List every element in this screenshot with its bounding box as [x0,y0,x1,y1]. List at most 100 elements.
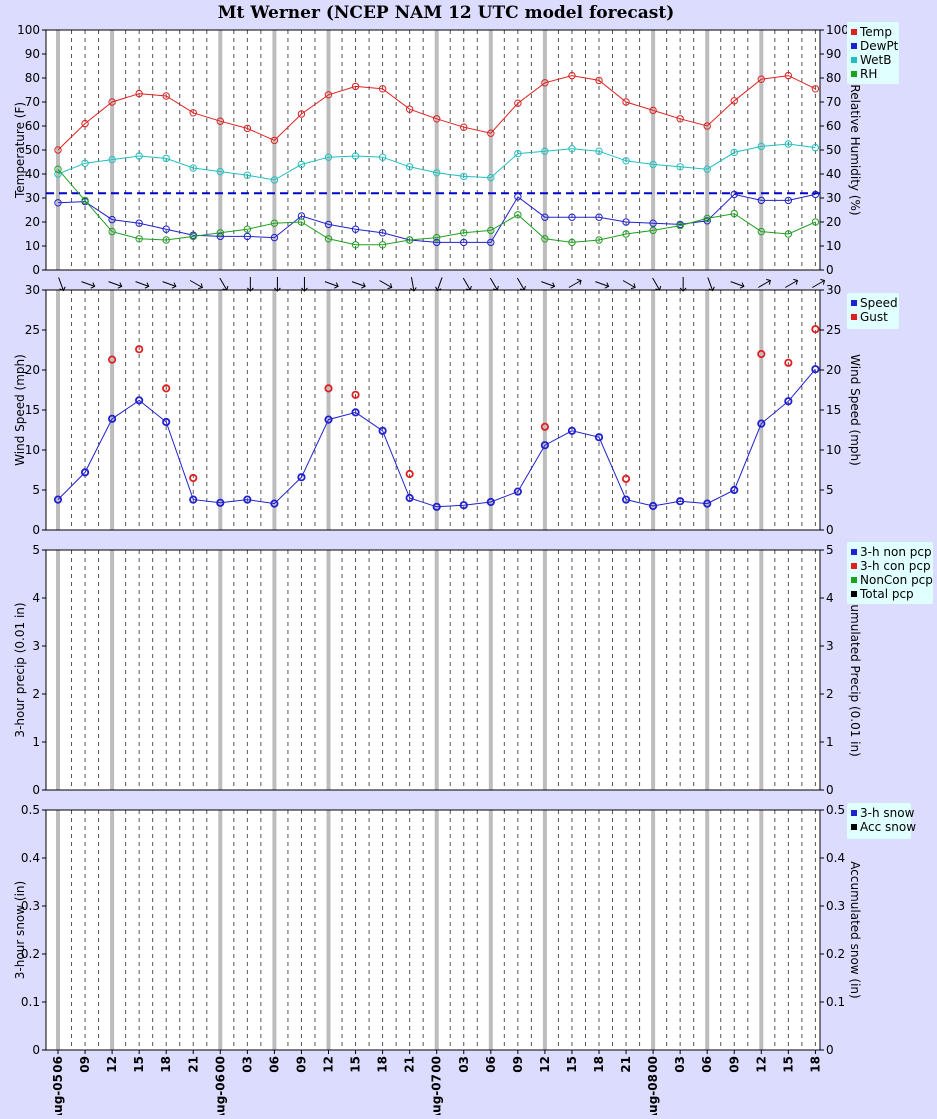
wind-arrow-shaft [58,277,64,291]
wind-arrow-shaft [324,281,339,287]
wind-arrow-shaft [730,281,744,287]
data-point-temp [433,115,441,123]
y-tick-label: 25 [25,323,40,337]
chart-title: Mt Werner (NCEP NAM 12 UTC model forecas… [218,3,675,23]
data-point-speed [648,501,658,511]
legend-box [847,293,899,329]
data-point-dewpt [703,217,711,225]
data-point-gust [784,358,793,367]
data-point-dewpt [243,232,252,241]
data-point-wetb [378,153,387,161]
y2-tick-label: 0.4 [826,851,845,865]
data-point-wetb [595,147,603,155]
data-point-wetb [460,172,468,181]
y2-tick-label: 30 [826,191,841,205]
wind-arrow-head [493,285,499,291]
data-point-wetb [189,164,197,172]
y-tick-label: 5 [32,483,40,497]
wind-arrow-shaft [436,277,443,291]
wind-arrow-head [708,286,715,292]
data-point-speed [540,441,550,450]
plot-area [46,550,820,790]
wind-arrow [324,281,339,289]
data-point-dewpt [541,213,549,221]
data-point-rh [270,219,279,227]
data-point-temp [351,82,360,91]
wind-arrow-shaft [462,277,471,291]
y2-tick-label: 3 [826,639,834,653]
legend-label: 3-h non pcp [860,545,932,559]
wind-arrow-head [59,286,66,292]
y-tick-label: 60 [25,119,40,133]
data-point-rh [622,230,630,238]
data-point-dewpt [378,229,387,237]
data-point-wetb [568,145,576,153]
data-point-temp [243,124,252,133]
legend-label: Speed [860,296,898,310]
x-date-label: Aug-08 [646,1074,660,1115]
data-point-dewpt [54,199,62,207]
data-point-rh [162,236,170,244]
data-point-dewpt [108,215,116,224]
wind-arrow-shaft [516,277,525,291]
data-point-temp [135,89,143,98]
y2-axis-label: Accumulated snow (in) [848,861,862,998]
wind-arrow-head [198,283,203,290]
data-point-rh [297,218,306,226]
wind-arrow [351,281,366,289]
x-tick-label: 15 [781,1056,795,1073]
x-tick-label: 03 [673,1056,687,1073]
data-point-speed [135,396,144,405]
data-point-temp [460,123,468,131]
x-tick-label: 15 [132,1056,146,1073]
wind-arrow-head [117,282,123,289]
data-point-gust [405,469,414,479]
legend-box [847,22,899,84]
wind-arrow-shaft [541,281,555,287]
y-tick-label: 2 [32,687,40,701]
data-point-wetb [405,163,414,171]
y-tick-label: 40 [25,167,40,181]
legend-swatch [851,300,857,306]
data-point-speed [216,498,225,507]
y-tick-label: 0.4 [21,851,40,865]
x-axis: 06 09 12 15 18 21 00 03 06 09 12 15 18 21 00 03 06 09 12 15… [51,1050,822,1119]
data-point-dewpt [757,196,765,205]
legend-swatch [851,810,857,816]
y2-tick-label: 0.5 [826,803,845,817]
wind-arrow-shaft [812,280,825,288]
y2-tick-label: 0 [826,1043,834,1057]
data-point-rh [460,229,468,237]
wind-arrow [730,281,745,289]
y-tick-label: 0 [32,783,40,797]
plot-area [46,290,820,530]
wind-arrow-shaft [189,280,203,288]
wind-arrow [595,281,610,289]
x-tick-label: 00 [646,1056,660,1073]
x-tick-label: 06 [267,1056,281,1073]
y2-tick-label: 30 [826,283,841,297]
wind-arrow-head [171,282,177,289]
chart-panel-3: 0 0 1 1 2 2 3 3 4 4 5 5 3-hour precip (0.01 in) Accum… [13,542,933,797]
y2-tick-label: 5 [826,543,834,557]
data-point-speed [324,415,333,424]
data-point-speed [80,468,90,477]
data-point-dewpt [135,219,143,227]
wind-arrow-shaft [379,280,392,288]
wind-arrow-shaft [568,280,582,288]
legend-swatch [851,57,857,63]
y-tick-label: 0 [32,1043,40,1057]
wind-arrow-head [435,286,442,292]
data-point-temp [784,71,793,80]
data-point-wetb [676,163,684,171]
chart-panel-2: 0 0 5 5 10 10 15 15 20 20 25 25 30 30 Wind Speed (mph)… [13,283,899,537]
y-axis-label: Temperature (F) [13,102,27,199]
data-point-rh [730,209,738,218]
data-point-rh [811,218,820,226]
data-point-dewpt [784,196,793,205]
wind-arrow-head [246,287,254,292]
data-point-speed [730,485,739,495]
y2-tick-label: 0 [826,523,834,537]
data-point-rh [676,221,684,230]
